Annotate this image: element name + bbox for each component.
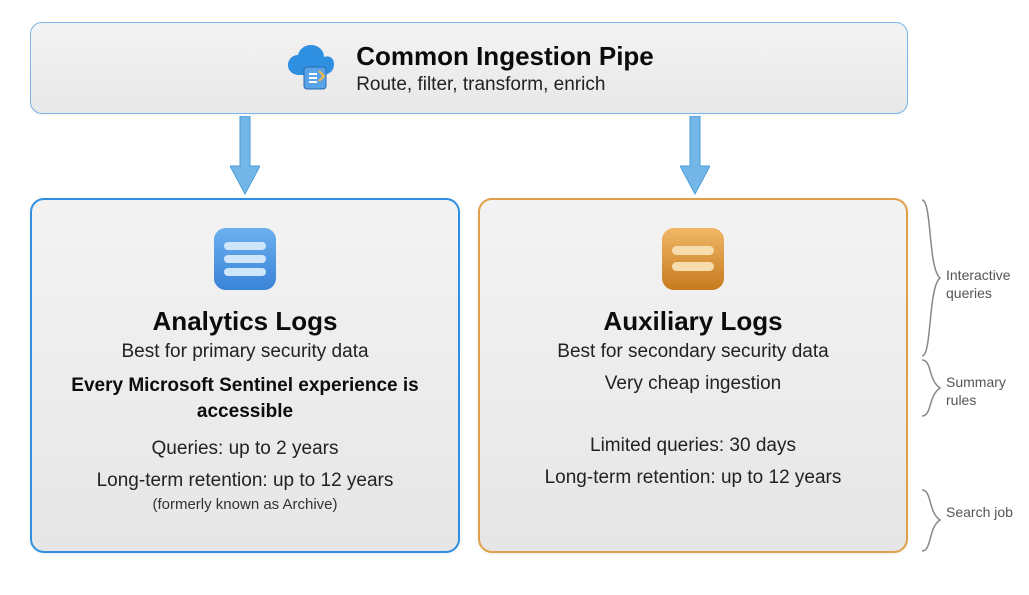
brace-icon: [918, 198, 942, 358]
brace-icon: [918, 488, 942, 553]
analytics-highlight: Every Microsoft Sentinel experience is a…: [54, 373, 436, 424]
side-annotations: Interactive queries Summary rules Search…: [918, 198, 1023, 553]
analytics-retention-note: (formerly known as Archive): [152, 496, 337, 513]
arrow-right: [680, 116, 710, 191]
auxiliary-title: Auxiliary Logs: [603, 306, 782, 337]
auxiliary-highlight: Very cheap ingestion: [605, 373, 781, 395]
ingestion-pipe-box: Common Ingestion Pipe Route, filter, tra…: [30, 22, 908, 114]
ingestion-pipe-title: Common Ingestion Pipe: [356, 41, 654, 72]
side-label-summary: Summary rules: [946, 373, 1021, 409]
analytics-queries: Queries: up to 2 years: [152, 438, 339, 460]
ingestion-pipe-content: Common Ingestion Pipe Route, filter, tra…: [284, 41, 654, 96]
auxiliary-subtitle: Best for secondary security data: [557, 341, 828, 363]
analytics-subtitle: Best for primary security data: [121, 341, 368, 363]
side-label-interactive: Interactive queries: [946, 266, 1021, 302]
auxiliary-retention: Long-term retention: up to 12 years: [545, 467, 842, 489]
cloud-transform-icon: [284, 41, 338, 96]
auxiliary-queries: Limited queries: 30 days: [590, 435, 796, 457]
side-label-search: Search job: [946, 503, 1021, 521]
auxiliary-logs-box: Auxiliary Logs Best for secondary securi…: [478, 198, 908, 553]
analytics-logs-box: Analytics Logs Best for primary security…: [30, 198, 460, 553]
analytics-title: Analytics Logs: [153, 306, 338, 337]
brace-icon: [918, 358, 942, 418]
ingestion-pipe-text: Common Ingestion Pipe Route, filter, tra…: [356, 41, 654, 96]
ingestion-pipe-subtitle: Route, filter, transform, enrich: [356, 74, 654, 96]
two-line-doc-icon: [656, 222, 730, 296]
arrow-left: [230, 116, 260, 191]
list-doc-icon: [208, 222, 282, 296]
analytics-retention: Long-term retention: up to 12 years: [97, 470, 394, 492]
